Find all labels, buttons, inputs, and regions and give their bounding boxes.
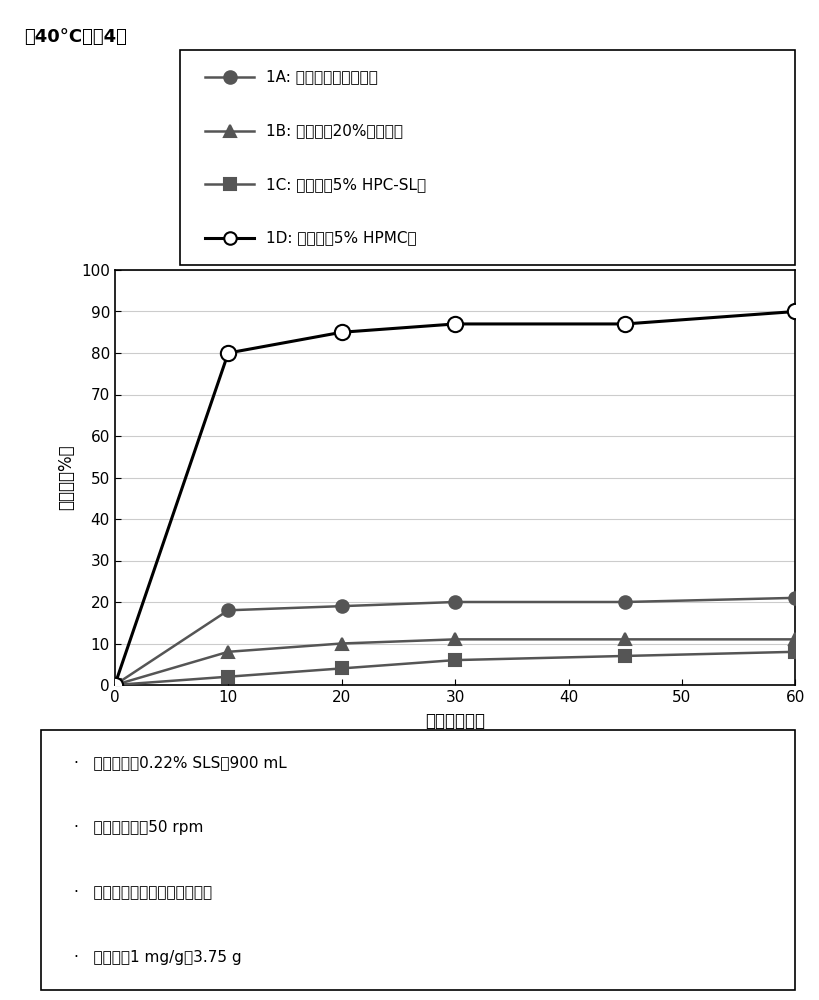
Text: 1B: 混悬剂（20%木糖醇）: 1B: 混悬剂（20%木糖醇） bbox=[266, 123, 403, 138]
Text: ·   方法：桨法，50 rpm: · 方法：桨法，50 rpm bbox=[74, 820, 203, 835]
X-axis label: 时间（分钟）: 时间（分钟） bbox=[424, 712, 485, 730]
Text: 于40°C保存4周: 于40°C保存4周 bbox=[25, 28, 127, 46]
Text: ·   溶出介质：0.22% SLS，900 mL: · 溶出介质：0.22% SLS，900 mL bbox=[74, 755, 286, 770]
Text: 1D: 混悬剂（5% HPMC）: 1D: 混悬剂（5% HPMC） bbox=[266, 231, 417, 246]
Text: ·   混悬剂）1 mg/g：3.75 g: · 混悬剂）1 mg/g：3.75 g bbox=[74, 950, 241, 965]
Text: 1C: 混悬剂（5% HPC-SL）: 1C: 混悬剂（5% HPC-SL） bbox=[266, 177, 426, 192]
Y-axis label: 溶出度（%）: 溶出度（%） bbox=[57, 445, 75, 510]
Text: 1A: 混悬剂（仅纯化水）: 1A: 混悬剂（仅纯化水） bbox=[266, 69, 378, 84]
Text: ·   装入混悬剂后用溶出介质冲洗: · 装入混悬剂后用溶出介质冲洗 bbox=[74, 885, 211, 900]
